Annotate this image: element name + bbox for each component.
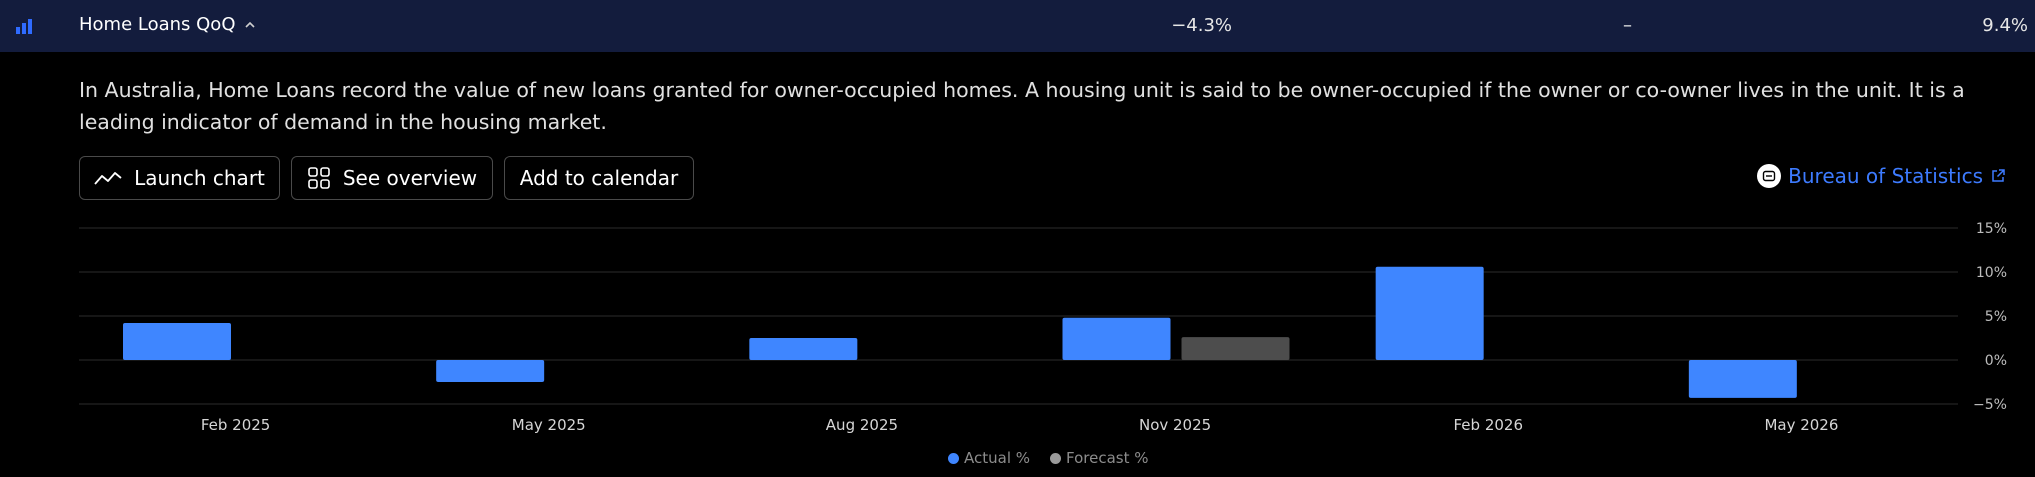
- x-tick-label: May 2026: [1764, 416, 1838, 434]
- legend-forecast: Forecast %: [1050, 449, 1149, 467]
- add-to-calendar-button[interactable]: Add to calendar: [504, 156, 694, 200]
- legend-actual: Actual %: [948, 449, 1030, 467]
- y-tick-label: 10%: [1976, 265, 2007, 281]
- legend-actual-dot: [948, 452, 959, 464]
- bar-actual: [123, 323, 231, 360]
- source-logo-icon: [1757, 164, 1782, 188]
- x-tick-label: Feb 2026: [1454, 416, 1524, 434]
- x-tick-label: May 2025: [512, 416, 586, 434]
- x-tick-label: Nov 2025: [1139, 416, 1211, 434]
- event-title: Home Loans QoQ: [79, 14, 236, 35]
- event-description: In Australia, Home Loans record the valu…: [79, 78, 1965, 134]
- legend-actual-label: Actual %: [964, 449, 1031, 467]
- launch-chart-label: Launch chart: [134, 166, 265, 190]
- see-overview-label: See overview: [342, 166, 478, 190]
- bar-chart: 15% 10% 5% 0% −5% Feb 2025 May 2025 Aug 2025 Nov…: [79, 221, 2007, 434]
- launch-chart-button[interactable]: Launch chart: [79, 156, 280, 200]
- grid-icon: [308, 167, 330, 189]
- bar-forecast: [1181, 337, 1290, 360]
- bar-actual: [1062, 317, 1171, 360]
- x-tick-label: Feb 2025: [201, 416, 271, 434]
- x-tick-label: Aug 2025: [826, 416, 898, 434]
- line-chart-icon: [94, 172, 122, 185]
- source-label: Bureau of Statistics: [1788, 164, 1983, 188]
- y-tick-label: −5%: [1973, 397, 2007, 413]
- bar-actual: [436, 360, 545, 382]
- actual-value: −4.3%: [1171, 15, 1232, 36]
- see-overview-button[interactable]: See overview: [291, 156, 493, 200]
- bar-actual: [749, 338, 858, 360]
- legend-forecast-label: Forecast %: [1066, 449, 1149, 467]
- previous-value: 9.4%: [1982, 15, 2028, 36]
- legend-forecast-dot: [1050, 452, 1062, 464]
- y-tick-label: 5%: [1985, 309, 2007, 325]
- chevron-up-icon: [244, 21, 255, 28]
- source-link[interactable]: Bureau of Statistics: [1757, 164, 2006, 188]
- forecast-value: –: [1623, 15, 1632, 36]
- row-title-toggle[interactable]: Home Loans QoQ: [79, 14, 256, 35]
- y-tick-label: 15%: [1976, 221, 2007, 237]
- bar-actual: [1688, 360, 1797, 398]
- bar-actual: [1375, 266, 1484, 360]
- importance-bars-icon: [16, 19, 32, 34]
- external-link-icon: [1992, 169, 2005, 182]
- add-to-calendar-label: Add to calendar: [519, 166, 679, 190]
- calendar-row[interactable]: Home Loans QoQ −4.3% – 9.4%: [0, 0, 2035, 52]
- chart-legend: Actual % Forecast %: [948, 449, 1149, 467]
- y-tick-label: 0%: [1985, 353, 2007, 369]
